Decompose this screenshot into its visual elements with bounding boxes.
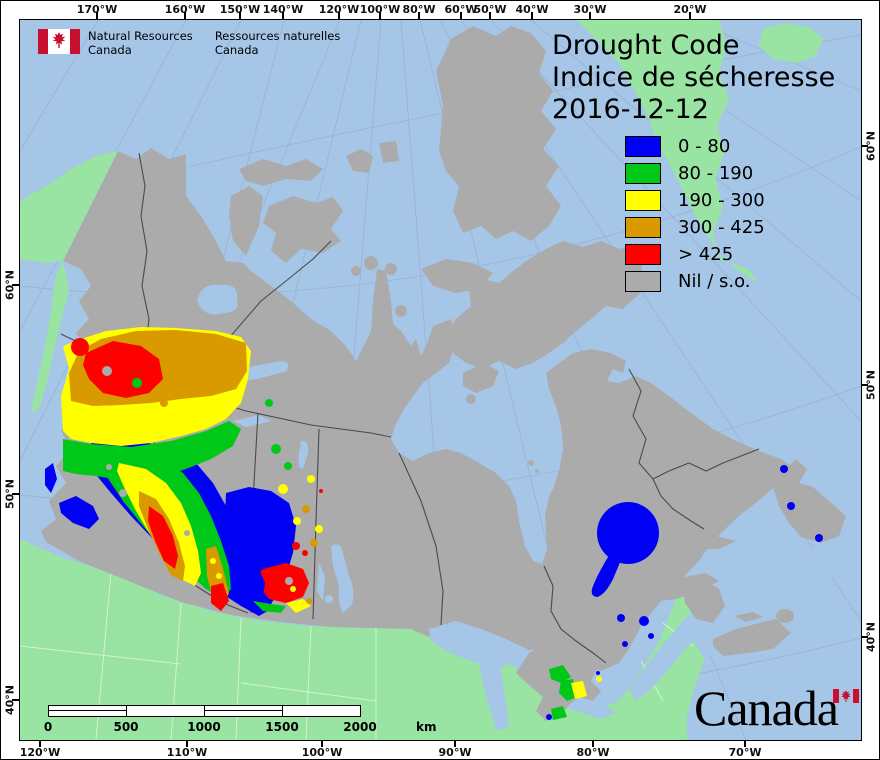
- legend-label: Nil / s.o.: [678, 271, 751, 292]
- canada-drought-map: [19, 19, 862, 741]
- alaska: [20, 151, 118, 413]
- legend-label: > 425: [678, 244, 734, 265]
- lake-athabasca: [233, 415, 271, 427]
- lake-winnipegosis: [317, 563, 325, 601]
- pei: [734, 612, 763, 622]
- axis-label: 120°W: [19, 746, 61, 759]
- banks-island: [229, 186, 263, 256]
- haida-gwaii: [45, 463, 57, 493]
- wordmark-flag-icon: [833, 689, 859, 703]
- legend-swatch: [625, 271, 661, 292]
- map-title: Drought Code Indice de sécheresse 2016-1…: [552, 30, 835, 126]
- legend-swatch: [625, 244, 661, 265]
- legend-label: 190 - 300: [678, 190, 765, 211]
- new-brunswick: [683, 579, 725, 623]
- axis-label: 120°W: [318, 3, 360, 16]
- iceland: [759, 23, 823, 63]
- title-line-2: Indice de sécheresse: [552, 62, 836, 93]
- greenland: [576, 20, 823, 283]
- ellesmere-island: [436, 26, 561, 241]
- legend-label: 80 - 190: [678, 163, 754, 184]
- southampton-island: [463, 363, 499, 393]
- devon-island: [421, 259, 493, 293]
- scale-tick: 500: [113, 720, 139, 734]
- axis-label: 70°W: [728, 746, 762, 759]
- newfoundland: [773, 459, 846, 543]
- axis-label: 50°W: [473, 3, 507, 16]
- axis-label: 90°W: [438, 746, 472, 759]
- nrcan-logo: Natural Resources Canada Ressources natu…: [38, 29, 340, 57]
- logo-text-en: Natural Resources Canada: [88, 29, 193, 57]
- legend-swatch: [625, 217, 661, 238]
- victoria-island: [263, 196, 343, 263]
- alaska-panhandle: [31, 261, 69, 413]
- scale-tick: 1000: [187, 720, 221, 734]
- reindeer-lake: [298, 440, 309, 469]
- legend-swatch: [625, 136, 661, 157]
- alberta-dots: [265, 399, 323, 592]
- title-line-1: Drought Code: [552, 30, 740, 61]
- scale-tick: 1500: [265, 720, 299, 734]
- canada-wordmark: Canada: [694, 680, 859, 736]
- lake-manitoba: [325, 595, 333, 603]
- arctic-islands: [229, 26, 651, 473]
- ontario-drought-patches: [546, 665, 602, 720]
- nova-scotia: [713, 619, 791, 656]
- axis-label: 40°W: [515, 3, 549, 16]
- maritimes: [653, 536, 794, 656]
- us-state-borders: [19, 572, 694, 741]
- axis-label: 110°W: [166, 746, 208, 759]
- axis-label: 60°W: [444, 3, 478, 16]
- legend-label: 0 - 80: [678, 136, 731, 157]
- map-canvas: [19, 19, 862, 741]
- logo-text-fr: Ressources naturelles Canada: [214, 29, 341, 57]
- labrador-blue-dot: [780, 465, 788, 473]
- st-lawrence-gulf: [629, 547, 853, 701]
- axis-label: 100°W: [359, 3, 401, 16]
- scale-tick: 2000: [343, 720, 377, 734]
- scale-unit: km: [416, 720, 437, 734]
- lake-michigan: [479, 649, 509, 731]
- cape-breton: [776, 609, 794, 623]
- axis-label: 140°W: [262, 3, 304, 16]
- title-date: 2016-12-12: [552, 94, 709, 125]
- axis-label: 30°W: [573, 3, 607, 16]
- axis-label: 20°W: [673, 3, 707, 16]
- bc-lake-dots: [106, 464, 190, 593]
- scale-tick: 0: [43, 720, 53, 734]
- quebec-blue-region: [591, 502, 659, 647]
- vancouver-island: [59, 496, 99, 529]
- canada-flag-icon: [38, 29, 80, 54]
- axis-label: 100°W: [301, 746, 343, 759]
- legend-swatch: [625, 163, 661, 184]
- axis-label: 80°W: [402, 3, 436, 16]
- axis-label: 170°W: [76, 3, 118, 16]
- anticosti-island: [696, 536, 736, 549]
- baffin-island: [446, 241, 651, 369]
- wordmark-text: Canada: [694, 680, 839, 736]
- lake-winnipeg: [331, 544, 354, 613]
- axis-label: 80°W: [576, 746, 610, 759]
- axis-label: 160°W: [164, 3, 206, 16]
- s-alberta-red: [257, 563, 309, 603]
- legend-swatch: [625, 190, 661, 211]
- drought-regions: [45, 327, 823, 647]
- legend-label: 300 - 425: [678, 217, 765, 238]
- great-bear-lake: [197, 284, 238, 315]
- axis-label: 150°W: [219, 3, 261, 16]
